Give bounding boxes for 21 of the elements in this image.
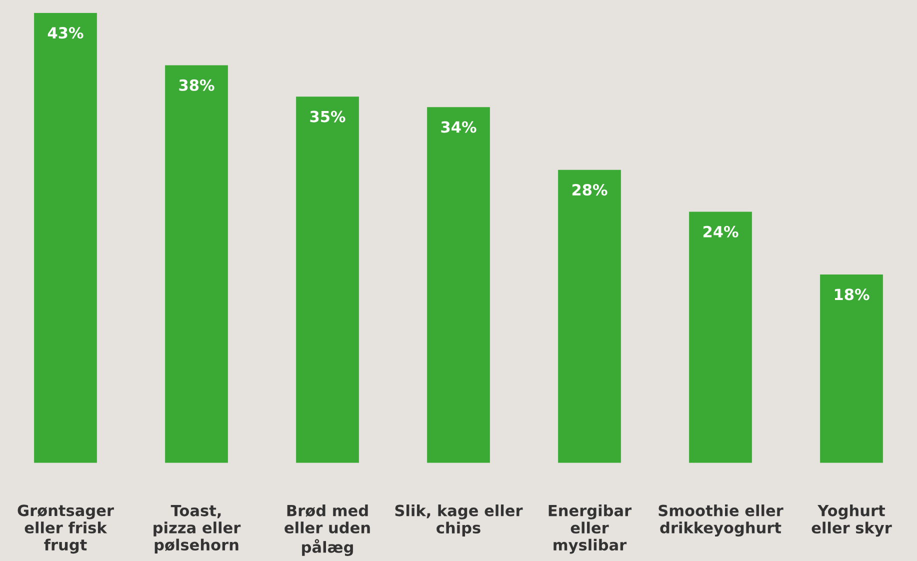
x-tick-label: Energibar eller myslibar [548, 504, 632, 554]
x-tick-label: Grøntsager eller frisk frugt [18, 504, 114, 554]
data-label: 24% [703, 226, 738, 238]
x-tick-label: Toast, pizza eller pølsehorn [154, 504, 241, 554]
bar [558, 170, 621, 463]
x-tick-label: Smoothie eller drikkeyoghurt [658, 504, 784, 537]
x-tick-label: Brød med eller uden pålæg [284, 504, 370, 556]
data-label: 18% [834, 288, 870, 300]
data-label: 43% [48, 27, 84, 39]
data-label: 34% [441, 121, 476, 133]
bar [34, 12, 97, 463]
bar [689, 212, 752, 463]
x-tick-label: Slik, kage eller chips [395, 504, 523, 537]
data-label: 28% [572, 184, 608, 196]
x-tick-label: Yoghurt eller skyr [812, 504, 892, 537]
bar [820, 274, 883, 463]
data-label: 35% [310, 110, 346, 122]
data-label: 38% [179, 79, 214, 91]
bar [427, 107, 490, 463]
bar [165, 65, 228, 463]
bar [296, 96, 359, 463]
